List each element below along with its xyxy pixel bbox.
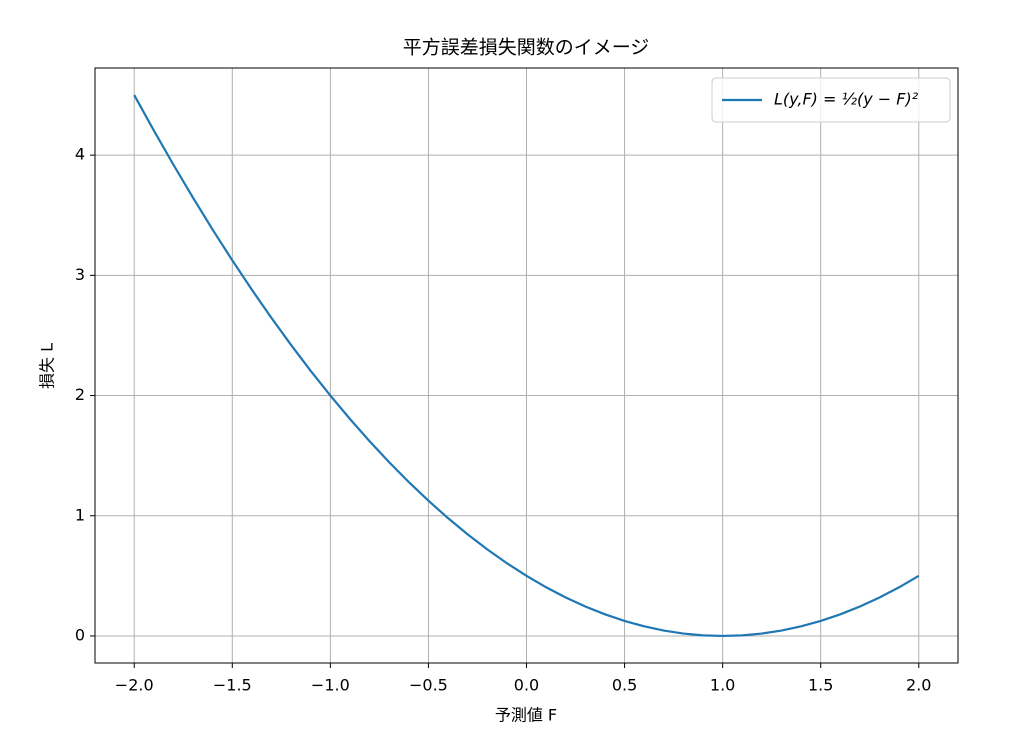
x-axis-label: 予測値 F <box>495 706 557 725</box>
x-tick-label: 0.0 <box>514 676 539 695</box>
x-tick-label: 2.0 <box>906 676 931 695</box>
chart-title: 平方誤差損失関数のイメージ <box>403 37 650 59</box>
x-tick-label: 0.5 <box>612 676 637 695</box>
y-axis-label: 損失 L <box>38 343 57 389</box>
x-tick-label: 1.0 <box>710 676 735 695</box>
x-tick-label: 1.5 <box>808 676 833 695</box>
y-tick-label: 2 <box>75 385 85 404</box>
legend-label: L(y,F) = ½(y − F)² <box>774 90 919 109</box>
y-tick-label: 4 <box>75 145 85 164</box>
y-tick-label: 3 <box>75 265 85 284</box>
x-tick-label: −0.5 <box>409 676 448 695</box>
data-line <box>133 94 920 638</box>
legend: L(y,F) = ½(y − F)² <box>711 77 951 123</box>
x-tick-label: −1.0 <box>311 676 350 695</box>
y-tick-label: 0 <box>75 625 85 644</box>
y-tick-label: 1 <box>75 505 85 524</box>
x-tick-label: −2.0 <box>115 676 154 695</box>
plot-frame <box>94 67 959 664</box>
legend-box <box>711 77 951 123</box>
x-tick-label: −1.5 <box>213 676 252 695</box>
